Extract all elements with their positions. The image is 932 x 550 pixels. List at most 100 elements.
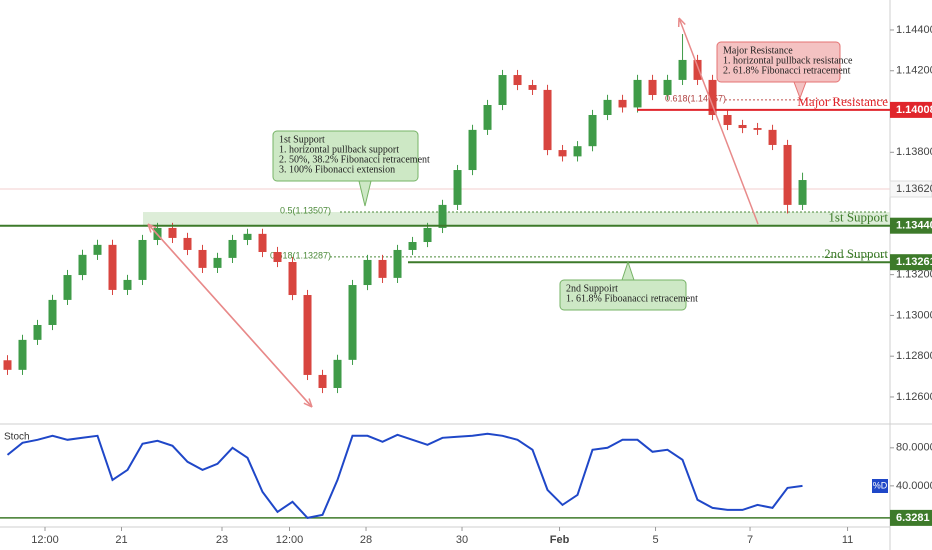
x-tick-label: 12:00	[276, 534, 304, 546]
candle-body	[123, 279, 132, 290]
x-tick-label: Feb	[550, 534, 570, 546]
candle-body	[723, 114, 732, 125]
x-tick-label: 5	[652, 534, 658, 546]
candle-body	[18, 339, 27, 370]
y-tick-label: 1.13000	[896, 309, 932, 321]
candle-body	[468, 129, 477, 171]
candle-body	[108, 244, 117, 290]
candle-body	[183, 237, 192, 250]
candle-body	[513, 75, 522, 86]
candle-body	[558, 150, 567, 157]
candle-body	[333, 359, 342, 388]
candle-body	[228, 239, 237, 258]
price-tag	[890, 254, 932, 271]
callout-pointer	[621, 260, 635, 281]
candle-body	[768, 129, 777, 145]
candle-body	[603, 99, 612, 115]
callout-text: 1. horizontal pullback support	[279, 144, 399, 155]
candle-body	[633, 79, 642, 108]
candle-body	[498, 75, 507, 105]
x-tick-label: 23	[216, 534, 228, 546]
candle-body	[693, 59, 702, 80]
price-tag	[890, 101, 932, 118]
arrow-head	[677, 17, 686, 28]
callout-text: 1st Support	[279, 134, 325, 145]
candle-body	[528, 85, 537, 90]
candle-body	[213, 257, 222, 268]
price-tag-label: 1.14008	[896, 104, 932, 116]
stoch-y-tick-label: 40.0000	[896, 480, 932, 492]
callout-box	[716, 41, 841, 83]
callout-box	[272, 130, 419, 182]
candle-body	[618, 99, 627, 108]
candle-body	[438, 204, 447, 228]
candle-body	[423, 227, 432, 243]
candle-body	[33, 324, 42, 340]
arrow	[147, 223, 313, 408]
fib-label: 0.5(1.13507)	[280, 205, 331, 215]
candle-body	[648, 79, 657, 96]
candle-body	[168, 227, 177, 238]
candle-body	[273, 252, 282, 262]
candle-body	[678, 59, 687, 80]
candle-body	[198, 249, 207, 268]
candle-body	[363, 259, 372, 286]
candle-body	[783, 144, 792, 205]
callout-pointer	[793, 81, 807, 100]
candle-body	[453, 170, 462, 205]
y-tick-label: 1.12800	[896, 350, 932, 362]
stoch-legend: %D	[873, 480, 888, 490]
y-tick-label: 1.13200	[896, 269, 932, 281]
y-tick-label: 1.14400	[896, 24, 932, 36]
x-tick-label: 12:00	[31, 534, 59, 546]
stoch-level-label: 6.3281	[896, 512, 930, 524]
callout-text: Major Resistance	[723, 45, 793, 56]
candle-body	[393, 249, 402, 278]
level-name: 1st Support	[828, 210, 888, 225]
candle-body	[348, 285, 357, 360]
price-tag	[890, 509, 932, 526]
price-tag-label: 1.13261	[896, 256, 932, 268]
candle-body	[798, 180, 807, 205]
fib-label: 0.618(1.13287)	[270, 250, 331, 260]
candle-body	[663, 79, 672, 96]
price-tag-label: 1.13440	[896, 220, 932, 232]
candle-body	[738, 124, 747, 129]
price-tag-label: 1.13620	[896, 183, 932, 195]
y-tick-label: 1.12600	[896, 391, 932, 403]
candle-body	[78, 254, 87, 276]
callout-box	[559, 279, 687, 311]
candle-body	[258, 233, 267, 252]
stoch-y-tick-label: 80.0000	[896, 442, 932, 454]
callout-pointer	[358, 180, 372, 207]
candle-body	[573, 146, 582, 157]
legend-tag	[872, 479, 888, 493]
candle-body	[483, 105, 492, 130]
level-name: 2nd Support	[824, 246, 888, 261]
x-tick-label: 11	[842, 534, 853, 546]
arrow	[678, 17, 759, 225]
candle-body	[588, 114, 597, 147]
stoch-line	[6, 432, 803, 519]
level-name: Major Resistance	[797, 94, 888, 109]
x-tick-label: 7	[747, 534, 753, 546]
y-tick-label: 1.14200	[896, 65, 932, 77]
callout-text: 2. 50%, 38.2% Fibonacci retracement	[279, 154, 430, 165]
callout-text: 3. 100% Fibonacci extension	[279, 164, 395, 175]
candle-body	[243, 233, 252, 240]
price-tag	[889, 180, 932, 198]
candle-body	[408, 242, 417, 250]
arrow-head	[147, 223, 157, 233]
x-tick-label: 30	[456, 534, 468, 546]
candle-body	[318, 374, 327, 388]
callout-text: 2nd Suppoirt	[566, 283, 618, 294]
callout-text: 2. 61.8% Fibonacci retracement	[723, 65, 851, 76]
support-zone	[143, 212, 890, 226]
candle-body	[543, 89, 552, 151]
stoch-title: Stoch	[4, 432, 30, 443]
candle-body	[378, 259, 387, 278]
candle-body	[753, 128, 762, 130]
candle-body	[3, 360, 12, 370]
candle-body	[93, 244, 102, 255]
